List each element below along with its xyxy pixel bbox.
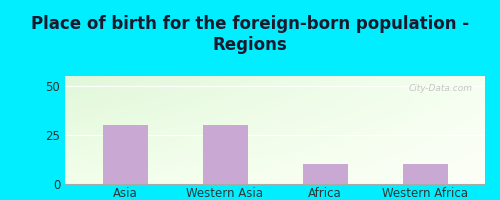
Text: Place of birth for the foreign-born population -
Regions: Place of birth for the foreign-born popu… bbox=[31, 15, 469, 54]
Text: City-Data.com: City-Data.com bbox=[408, 84, 472, 93]
Bar bbox=[202, 125, 248, 184]
Bar bbox=[302, 164, 348, 184]
Bar bbox=[402, 164, 448, 184]
Bar bbox=[102, 125, 148, 184]
